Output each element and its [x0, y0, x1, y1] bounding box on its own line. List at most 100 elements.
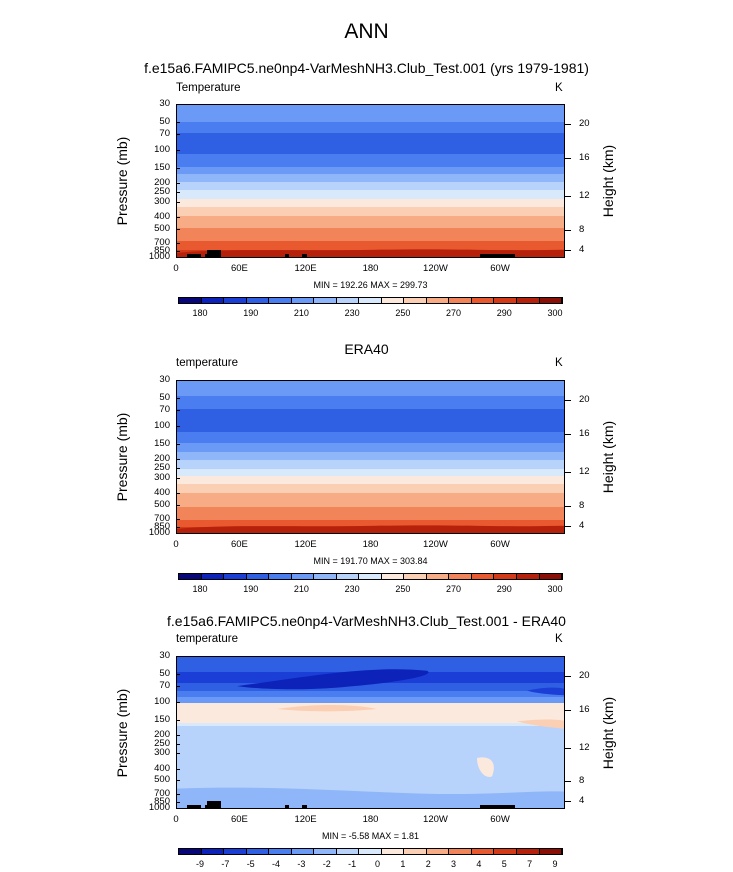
height-tick-label: 16 [579, 427, 590, 439]
contour-band [177, 707, 564, 724]
contour-band [177, 476, 564, 486]
contour-band [177, 459, 564, 470]
colorbar-tick-label: 250 [395, 308, 411, 318]
warm-anomaly-region [277, 704, 377, 712]
height-tick-mark [565, 250, 571, 252]
y-axis-title: Pressure (mb) [114, 688, 130, 777]
y-tick-label: 700 [154, 513, 170, 525]
y-tick-label: 250 [154, 737, 170, 749]
colorbar-swatch [246, 298, 270, 303]
colorbar-swatch [426, 298, 450, 303]
variable-label-obs: temperature [176, 357, 239, 369]
contour-band [177, 145, 564, 156]
contour-band [177, 381, 564, 398]
y-tick-label: 150 [154, 162, 170, 174]
y-tick-mark [176, 768, 180, 770]
y-tick-label: 1000 [148, 250, 170, 262]
height-tick-label: 20 [579, 394, 590, 406]
variable-label-model: Temperature [176, 82, 241, 94]
contour-band [177, 421, 564, 433]
contour-band [177, 154, 564, 168]
colorbar-swatch [426, 849, 450, 854]
y-tick-label: 300 [154, 471, 170, 483]
colorbar-swatch [224, 298, 247, 303]
colorbar-swatch [471, 849, 495, 854]
contour-band [177, 408, 564, 423]
y-tick-mark [176, 519, 180, 521]
colorbar-model [178, 297, 563, 304]
colorbar-tick-label: -1 [348, 859, 357, 869]
colorbar-tick-label: 1 [400, 859, 406, 869]
colorbar-swatch [449, 574, 472, 579]
y-tick-mark [176, 134, 180, 136]
contour-band [177, 240, 564, 251]
y-tick-label: 30 [159, 374, 170, 385]
contour-band [177, 396, 564, 410]
y-tick-mark [176, 734, 180, 736]
variable-label-difference: temperature [176, 633, 239, 645]
colorbar-tick-label: 2 [425, 859, 431, 869]
colorbar-swatch [179, 298, 202, 303]
y-tick-label: 30 [159, 650, 170, 661]
page-title: ANN [344, 20, 389, 43]
x-tick-label: 120E [294, 814, 317, 825]
y-tick-mark [176, 753, 180, 754]
height-tick-mark [565, 157, 571, 159]
height-tick-label: 8 [579, 500, 585, 512]
topography-mask [285, 254, 289, 257]
height-tick-mark [565, 709, 571, 711]
colorbar-tick-label: 180 [192, 584, 208, 594]
contour-band [177, 683, 564, 692]
height-tick-label: 8 [579, 775, 585, 787]
height-tick-mark [565, 433, 571, 435]
colorbar-tick-label: 250 [395, 584, 411, 594]
topography-mask [285, 805, 289, 808]
colorbar-swatch [539, 849, 563, 854]
x-tick-label: 60E [230, 263, 248, 274]
contour-band [177, 451, 564, 461]
y-tick-mark [176, 807, 180, 809]
colorbar-swatch [404, 574, 427, 579]
y-tick-label: 500 [154, 499, 170, 511]
x-tick-label: 120W [423, 539, 448, 550]
height-tick-mark [565, 781, 571, 783]
y-tick-label: 1000 [148, 801, 170, 813]
height-tick-label: 12 [579, 190, 590, 202]
colorbar-swatch [201, 849, 225, 854]
y-tick-label: 50 [159, 116, 170, 128]
colorbar-tick-label: -2 [322, 859, 331, 869]
y-tick-mark [176, 217, 180, 219]
colorbar-swatch [359, 849, 382, 854]
contour-band [177, 132, 564, 147]
colorbar-tick-label: 7 [527, 859, 533, 869]
contour-band [177, 507, 564, 521]
y-tick-label: 500 [154, 223, 170, 235]
colorbar-swatch [336, 849, 360, 854]
colorbar-swatch [179, 574, 202, 579]
height-tick-label: 20 [579, 118, 590, 130]
contour-band [177, 702, 564, 709]
y-tick-mark [176, 243, 180, 245]
y-axis-title: Pressure (mb) [114, 136, 130, 226]
y-tick-mark [176, 398, 180, 400]
height-tick-label: 12 [579, 466, 590, 478]
warm-anomaly-region [477, 757, 494, 777]
y-tick-label: 50 [159, 392, 170, 404]
y-tick-label: 70 [159, 404, 170, 416]
y-tick-label: 100 [154, 695, 170, 707]
topography-mask [187, 254, 201, 257]
contour-band [177, 215, 564, 230]
y-tick-label: 50 [159, 668, 170, 680]
y-tick-label: 700 [154, 237, 170, 249]
topography-mask [302, 805, 307, 808]
y-axis-title: Pressure (mb) [114, 412, 130, 502]
warm-anomaly-region [517, 719, 564, 729]
y-tick-label: 200 [154, 453, 170, 465]
height-tick-label: 8 [579, 224, 585, 236]
colorbar-swatch [404, 298, 427, 303]
colorbar-swatch [201, 574, 225, 579]
y-tick-mark [176, 493, 180, 495]
colorbar-swatch [404, 849, 427, 854]
y-tick-label: 400 [154, 487, 170, 499]
y-tick-label: 100 [154, 144, 170, 156]
